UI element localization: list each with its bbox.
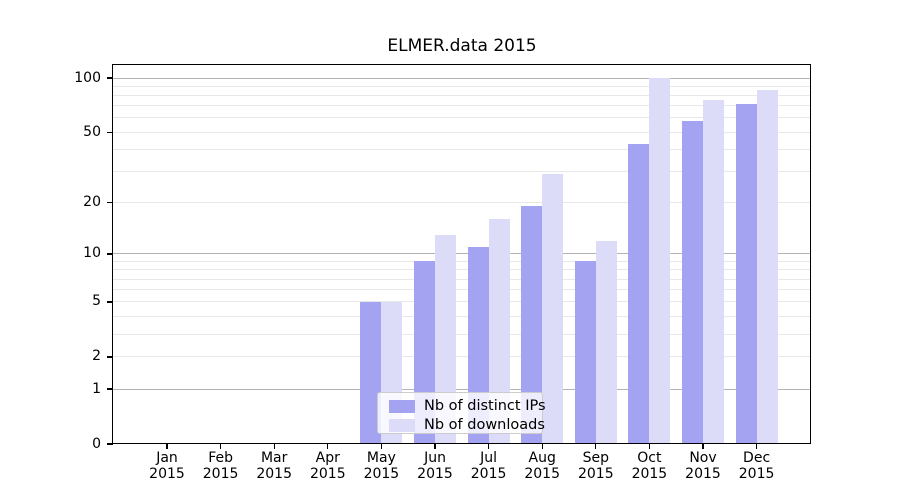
x-tick-label-nov: Nov 2015 <box>685 450 721 482</box>
bar-nb-of-downloads-dec <box>756 89 778 444</box>
x-tick-mark-nov <box>702 444 704 449</box>
chart-title: ELMER.data 2015 <box>387 36 537 56</box>
y-tick-mark-50 <box>107 131 113 133</box>
bar-nb-of-downloads-nov <box>703 99 724 444</box>
gridline-minor-6 <box>113 289 811 291</box>
bar-nb-of-downloads-jul <box>488 219 510 444</box>
gridline-minor-90 <box>113 85 811 87</box>
gridline-major-100 <box>113 77 811 79</box>
legend-swatch-distinct-ips <box>389 399 415 413</box>
x-tick-label-jan: Jan 2015 <box>149 450 185 482</box>
gridline-minor-7 <box>113 278 811 280</box>
gridline-minor-40 <box>113 149 811 150</box>
gridline-minor-3 <box>113 333 811 335</box>
bar-nb-of-distinct-ips-dec <box>735 103 757 444</box>
legend-label-distinct-ips: Nb of distinct IPs <box>424 398 546 414</box>
gridline-major-10 <box>113 253 811 255</box>
gridline-minor-60 <box>113 117 811 119</box>
gridline-minor-30 <box>113 171 811 173</box>
x-tick-label-mar: Mar 2015 <box>256 450 292 482</box>
bar-nb-of-distinct-ips-sep <box>574 261 596 444</box>
x-tick-mark-dec <box>755 444 758 449</box>
y-tick-mark-20 <box>107 201 113 204</box>
bar-nb-of-distinct-ips-may <box>360 301 382 444</box>
gridline-minor-50 <box>113 131 811 133</box>
y-tick-label-10: 10 <box>83 245 101 262</box>
bar-nb-of-downloads-aug <box>542 174 564 444</box>
gridline-minor-70 <box>113 105 811 107</box>
gridline-minor-4 <box>113 315 811 317</box>
y-tick-mark-100 <box>107 77 113 79</box>
y-tick-mark-2 <box>107 356 113 358</box>
x-tick-label-feb: Feb 2015 <box>202 450 239 482</box>
x-tick-label-aug: Aug 2015 <box>524 450 560 482</box>
bar-nb-of-downloads-oct <box>649 78 671 444</box>
y-tick-mark-1 <box>107 388 113 390</box>
x-tick-mark-jul <box>487 444 490 449</box>
legend-label-downloads: Nb of downloads <box>424 417 545 433</box>
x-tick-mark-sep <box>595 444 597 449</box>
y-tick-label-0: 0 <box>92 435 101 452</box>
x-tick-mark-feb <box>219 444 222 449</box>
x-tick-mark-jan <box>166 444 168 449</box>
x-tick-label-oct: Oct 2015 <box>631 450 668 482</box>
x-tick-label-sep: Sep 2015 <box>577 450 614 482</box>
x-tick-mark-mar <box>273 444 275 449</box>
y-tick-mark-5 <box>107 301 113 303</box>
bar-nb-of-distinct-ips-nov <box>682 120 703 444</box>
gridline-minor-20 <box>113 202 811 204</box>
y-tick-label-1: 1 <box>92 380 101 397</box>
gridline-minor-5 <box>113 301 811 303</box>
gridline-minor-8 <box>113 269 811 271</box>
x-tick-label-may: May 2015 <box>363 450 400 482</box>
bar-nb-of-distinct-ips-oct <box>628 143 650 444</box>
x-tick-mark-jun <box>434 444 436 449</box>
legend: Nb of distinct IPs Nb of downloads <box>377 392 546 434</box>
bar-nb-of-downloads-jun <box>435 234 456 444</box>
y-tick-label-100: 100 <box>74 69 101 86</box>
x-tick-label-jun: Jun 2015 <box>417 450 453 482</box>
bar-nb-of-downloads-sep <box>595 240 617 444</box>
x-tick-mark-may <box>380 444 383 449</box>
x-tick-mark-aug <box>541 444 543 449</box>
x-tick-label-jul: Jul 2015 <box>470 450 507 482</box>
plot-area <box>113 65 811 444</box>
y-tick-label-50: 50 <box>83 123 101 140</box>
x-tick-mark-apr <box>327 444 329 449</box>
bar-nb-of-distinct-ips-aug <box>521 206 543 444</box>
y-tick-mark-0 <box>107 443 113 445</box>
legend-entry-downloads: Nb of downloads <box>389 417 545 433</box>
legend-swatch-downloads <box>389 418 415 432</box>
x-tick-mark-oct <box>648 444 651 449</box>
x-tick-label-dec: Dec 2015 <box>738 450 775 482</box>
y-tick-label-5: 5 <box>92 293 101 310</box>
x-tick-label-apr: Apr 2015 <box>309 450 346 482</box>
gridline-minor-9 <box>113 260 811 262</box>
y-tick-label-2: 2 <box>92 348 101 365</box>
gridline-minor-80 <box>113 95 811 96</box>
y-tick-mark-10 <box>107 253 113 255</box>
gridline-major-1 <box>113 388 811 390</box>
y-tick-label-20: 20 <box>83 194 101 211</box>
gridline-minor-2 <box>113 356 811 358</box>
legend-entry-distinct-ips: Nb of distinct IPs <box>389 398 546 414</box>
